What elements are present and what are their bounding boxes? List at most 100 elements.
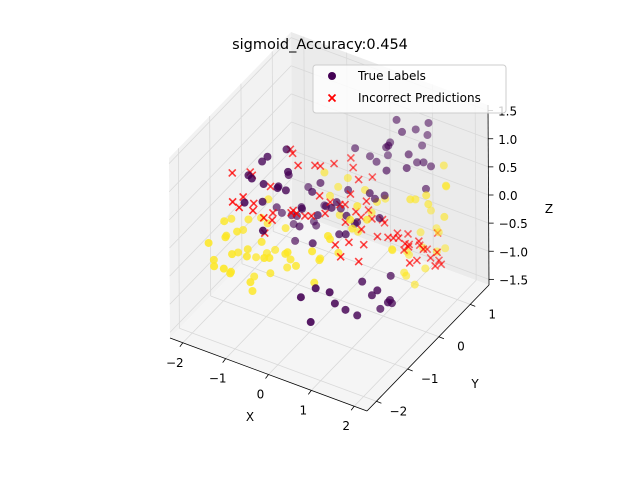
incorrect-prediction-point [248, 206, 257, 215]
y-tick [376, 400, 382, 404]
incorrect-prediction-point [294, 161, 303, 170]
grid-line-y [179, 327, 377, 402]
x-tick-label: 0 [257, 388, 265, 402]
incorrect-prediction-point [362, 197, 371, 206]
true-label-point-class1 [248, 286, 257, 295]
incorrect-prediction-point [331, 240, 340, 249]
true-label-point-class0 [273, 184, 282, 193]
grid-line-y [210, 295, 408, 370]
incorrect-prediction-point [268, 216, 277, 225]
incorrect-prediction-point [364, 205, 373, 215]
grid-line-x [225, 232, 348, 359]
true-label-point-class0 [312, 221, 321, 230]
true-label-point-class1 [228, 250, 237, 259]
true-label-point-class0 [291, 236, 300, 245]
true-label-point-class0 [306, 318, 315, 327]
incorrect-prediction-point [405, 258, 414, 267]
grid-line-x [268, 248, 391, 375]
true-label-point-class0 [277, 208, 286, 217]
incorrect-prediction-point [359, 240, 368, 249]
true-label-point-class1 [335, 211, 344, 220]
incorrect-prediction-point [249, 199, 258, 208]
true-label-point-class1 [388, 246, 397, 255]
true-label-point-class0 [282, 145, 291, 154]
true-label-point-class0 [263, 152, 272, 161]
grid-line-y [273, 231, 471, 305]
incorrect-prediction-point [316, 162, 325, 171]
true-label-point-class1 [363, 215, 372, 224]
incorrect-prediction-point [373, 232, 382, 241]
true-label-point-class0 [240, 198, 249, 207]
true-label-point-class1 [325, 191, 334, 200]
true-label-point-class0 [376, 304, 385, 313]
z-tick-label: −1.0 [499, 245, 528, 259]
true-label-point-class0 [308, 187, 317, 196]
z-tick-label: 0.0 [499, 189, 518, 203]
x-tick [179, 342, 184, 348]
incorrect-prediction-point [403, 229, 413, 239]
true-label-point-class0 [372, 157, 381, 166]
incorrect-prediction-point [228, 168, 237, 178]
incorrect-prediction-point [389, 233, 398, 243]
x-tick-label: 2 [342, 419, 350, 433]
true-label-point-class1 [219, 264, 228, 273]
true-label-point-class1 [334, 182, 343, 191]
y-tick-label: 0 [457, 340, 465, 354]
true-label-point-class1 [406, 195, 415, 204]
true-label-point-class0 [426, 162, 435, 171]
true-label-point-class1 [315, 256, 324, 265]
true-label-point-class0 [367, 291, 376, 300]
true-label-point-class1 [320, 168, 329, 177]
incorrect-prediction-point [426, 253, 435, 263]
true-label-point-class0 [382, 166, 391, 175]
x-tick [222, 358, 226, 363]
y-axis-label: Y [470, 377, 479, 391]
incorrect-prediction-point [412, 256, 421, 265]
incorrect-prediction-point [344, 238, 353, 247]
true-label-point-class0 [281, 186, 290, 195]
true-label-point-class1 [348, 224, 357, 233]
true-label-point-class1 [286, 255, 295, 264]
true-label-point-class0 [316, 178, 325, 187]
incorrect-prediction-point [414, 237, 423, 246]
true-label-point-class0 [293, 212, 302, 221]
true-label-point-class1 [252, 253, 261, 262]
x-axis-label: X [246, 410, 254, 424]
true-label-point-class1 [440, 212, 449, 221]
incorrect-prediction-point [354, 175, 363, 184]
true-label-point-class1 [323, 231, 332, 240]
true-label-point-class0 [370, 194, 379, 203]
z-tick-label: −1.5 [499, 273, 528, 287]
true-label-point-class1 [266, 269, 275, 278]
true-label-point-class0 [383, 298, 392, 307]
z-tick-label: 1.0 [498, 133, 517, 147]
incorrect-prediction-point [357, 225, 366, 234]
true-label-point-class0 [272, 203, 281, 212]
true-label-point-class1 [416, 228, 425, 237]
true-label-point-class0 [386, 271, 395, 280]
incorrect-prediction-point [336, 252, 345, 261]
true-label-point-class1 [257, 237, 266, 246]
true-label-point-class0 [383, 151, 392, 160]
incorrect-prediction-point [346, 190, 355, 199]
true-label-point-class0 [327, 203, 336, 212]
true-label-point-class0 [398, 127, 407, 136]
true-label-point-class1 [234, 248, 243, 257]
x-tick [350, 405, 355, 411]
true-label-point-class0 [351, 144, 360, 153]
true-label-point-class0 [404, 150, 413, 159]
true-label-point-class0 [418, 141, 427, 150]
incorrect-prediction-point [266, 182, 275, 191]
true-label-point-class1 [422, 191, 431, 200]
incorrect-prediction-point [329, 159, 339, 168]
true-label-point-class0 [344, 186, 353, 195]
true-label-point-class1 [204, 238, 213, 247]
y-tick [438, 336, 445, 340]
grid-line-z [169, 93, 292, 221]
true-label-point-class1 [400, 268, 409, 277]
true-label-point-class1 [226, 269, 235, 278]
true-label-point-class0 [353, 311, 362, 320]
true-label-point-class0 [411, 125, 420, 134]
incorrect-prediction-point [437, 260, 446, 269]
